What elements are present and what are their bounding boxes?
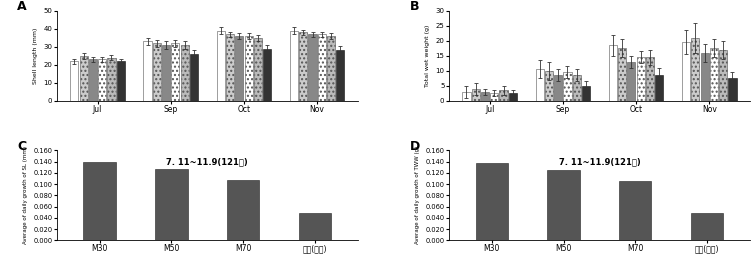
Bar [89,59,97,101]
Bar [545,71,553,101]
Bar [608,45,617,101]
Y-axis label: Average of daily growth of SL (mm): Average of daily growth of SL (mm) [23,146,28,244]
Bar [107,58,115,101]
Bar [572,75,581,101]
Bar [70,61,78,101]
Bar [682,42,690,101]
Bar [476,163,508,240]
Bar [190,54,198,101]
Bar [691,213,723,240]
Bar [155,169,188,240]
Bar [98,59,106,101]
Bar [563,72,572,101]
Text: D: D [409,140,420,153]
Bar [655,75,664,101]
Bar [162,45,170,101]
Bar [171,43,179,101]
Bar [646,57,654,101]
Bar [719,50,728,101]
Bar [691,38,700,101]
Bar [618,48,627,101]
Bar [499,90,507,101]
Bar [317,34,326,101]
Bar [117,61,125,101]
Text: B: B [409,0,419,13]
Y-axis label: Average of daily growth of TWW (g): Average of daily growth of TWW (g) [415,146,420,244]
Bar [79,56,87,101]
Text: 7. 11~11.9(121일): 7. 11~11.9(121일) [559,157,640,167]
Bar [627,62,636,101]
Bar [619,181,651,240]
Bar [227,180,259,240]
Bar [481,92,489,101]
Bar [728,78,737,101]
Bar [153,43,161,101]
Y-axis label: Shell length (mm): Shell length (mm) [33,28,38,84]
Y-axis label: Total wet weight (g): Total wet weight (g) [425,25,430,87]
Bar [582,86,590,101]
Bar [490,93,498,101]
Bar [710,48,718,101]
Bar [143,41,152,101]
Bar [216,31,225,101]
Bar [263,49,271,101]
Bar [290,31,298,101]
Text: A: A [17,0,27,13]
Bar [299,32,308,101]
Bar [554,75,562,101]
Bar [336,50,345,101]
Bar [471,89,480,101]
Bar [244,36,253,101]
Text: 7. 11~11.9(121일): 7. 11~11.9(121일) [167,157,248,167]
Bar [299,213,331,240]
Bar [327,36,336,101]
Bar [235,36,244,101]
Bar [547,170,580,240]
Bar [535,69,544,101]
Bar [226,34,234,101]
Text: C: C [17,140,26,153]
Bar [509,93,517,101]
Bar [84,161,116,240]
Bar [180,45,188,101]
Bar [462,92,470,101]
Bar [308,34,317,101]
Bar [636,57,645,101]
Bar [254,38,262,101]
Bar [700,53,709,101]
